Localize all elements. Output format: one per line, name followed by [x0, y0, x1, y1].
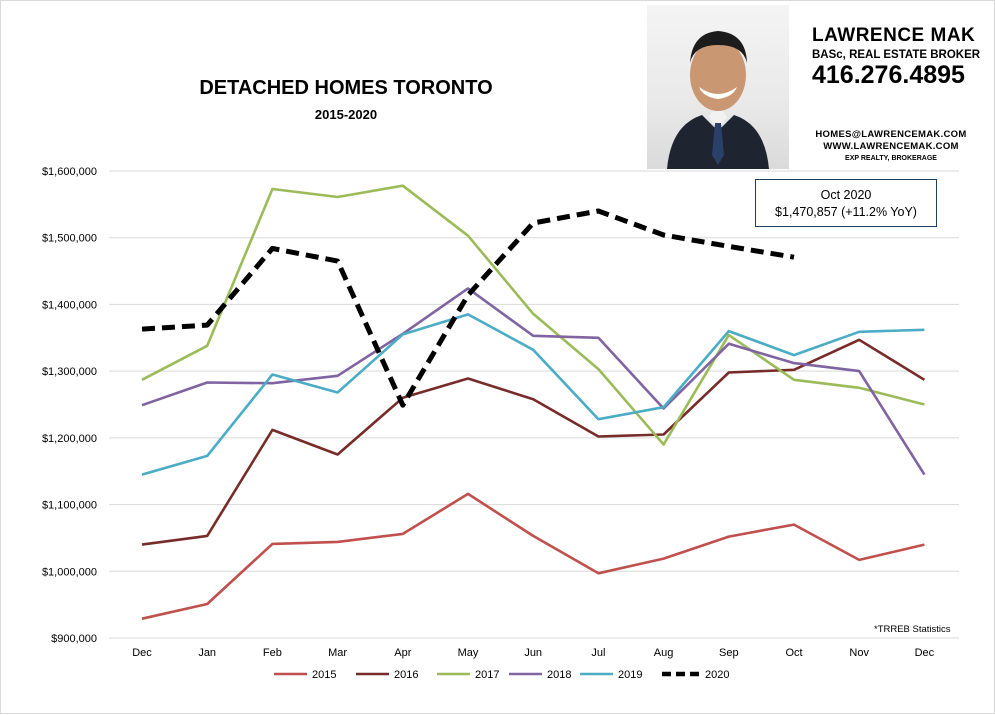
- x-tick-label: Jun: [524, 647, 542, 659]
- chart-title: DETACHED HOMES TORONTO: [199, 77, 493, 99]
- callout-date: Oct 2020: [820, 188, 872, 202]
- x-tick-label: Feb: [263, 647, 282, 659]
- legend-label-2015: 2015: [312, 669, 336, 681]
- y-axis-ticks: $900,000 $1,000,000 $1,100,000 $1,200,000 $1…: [42, 166, 97, 645]
- broker-title: BASc, REAL ESTATE BROKER: [812, 49, 981, 61]
- legend-label-2018: 2018: [547, 669, 571, 681]
- x-tick-label: Jan: [198, 647, 216, 659]
- broker-name: LAWRENCE MAK: [812, 25, 976, 46]
- legend-label-2019: 2019: [618, 669, 642, 681]
- x-tick-label: Sep: [719, 647, 739, 659]
- y-tick-label: $1,000,000: [42, 566, 97, 578]
- series-line-2016: [141, 338, 926, 546]
- y-tick-label: $1,400,000: [42, 299, 97, 311]
- series-line-2019: [141, 313, 925, 476]
- series-line-2017: [141, 184, 925, 446]
- series-line-2020: [141, 208, 795, 408]
- x-tick-label: Jul: [591, 647, 605, 659]
- chart-subtitle: 2015-2020: [314, 107, 378, 122]
- y-tick-label: $1,600,000: [42, 166, 97, 178]
- broker-website: WWW.LAWRENCEMAK.COM: [823, 141, 959, 152]
- y-tick-label: $1,500,000: [42, 233, 97, 245]
- series-line-2015: [141, 492, 925, 620]
- callout-value: $1,470,857 (+11.2% YoY): [775, 205, 917, 219]
- series-lines: [141, 184, 926, 620]
- y-tick-label: $900,000: [51, 633, 97, 645]
- brokerage-name: EXP REALTY, BROKERAGE: [845, 155, 937, 162]
- legend-label-2020: 2020: [705, 669, 729, 681]
- x-tick-label: Dec: [915, 647, 935, 659]
- broker-portrait-image: [667, 31, 769, 169]
- broker-photo: [647, 5, 789, 169]
- latest-value-callout: Oct 2020 $1,470,857 (+11.2% YoY): [755, 179, 937, 227]
- x-tick-label: May: [458, 647, 479, 659]
- y-tick-label: $1,300,000: [42, 366, 97, 378]
- x-tick-label: Nov: [849, 647, 869, 659]
- legend-label-2017: 2017: [475, 669, 499, 681]
- legend: 2015 2016 2017 2018 2019 2020: [274, 669, 729, 681]
- source-note: *TRREB Statistics: [874, 624, 951, 635]
- series-line-2018: [141, 287, 926, 476]
- x-tick-label: Dec: [132, 647, 152, 659]
- broker-phone: 416.276.4895: [812, 61, 965, 89]
- y-tick-label: $1,100,000: [42, 500, 97, 512]
- x-tick-label: Mar: [328, 647, 347, 659]
- x-tick-label: Apr: [394, 647, 411, 659]
- x-axis-ticks: Dec Jan Feb Mar Apr May Jun Jul Aug Sep Oct Nov Dec: [132, 647, 934, 659]
- x-tick-label: Aug: [654, 647, 674, 659]
- y-tick-label: $1,200,000: [42, 433, 97, 445]
- x-tick-label: Oct: [785, 647, 802, 659]
- gridlines: [109, 170, 959, 639]
- legend-label-2016: 2016: [394, 669, 418, 681]
- broker-email: HOMES@LAWRENCEMAK.COM: [815, 129, 967, 140]
